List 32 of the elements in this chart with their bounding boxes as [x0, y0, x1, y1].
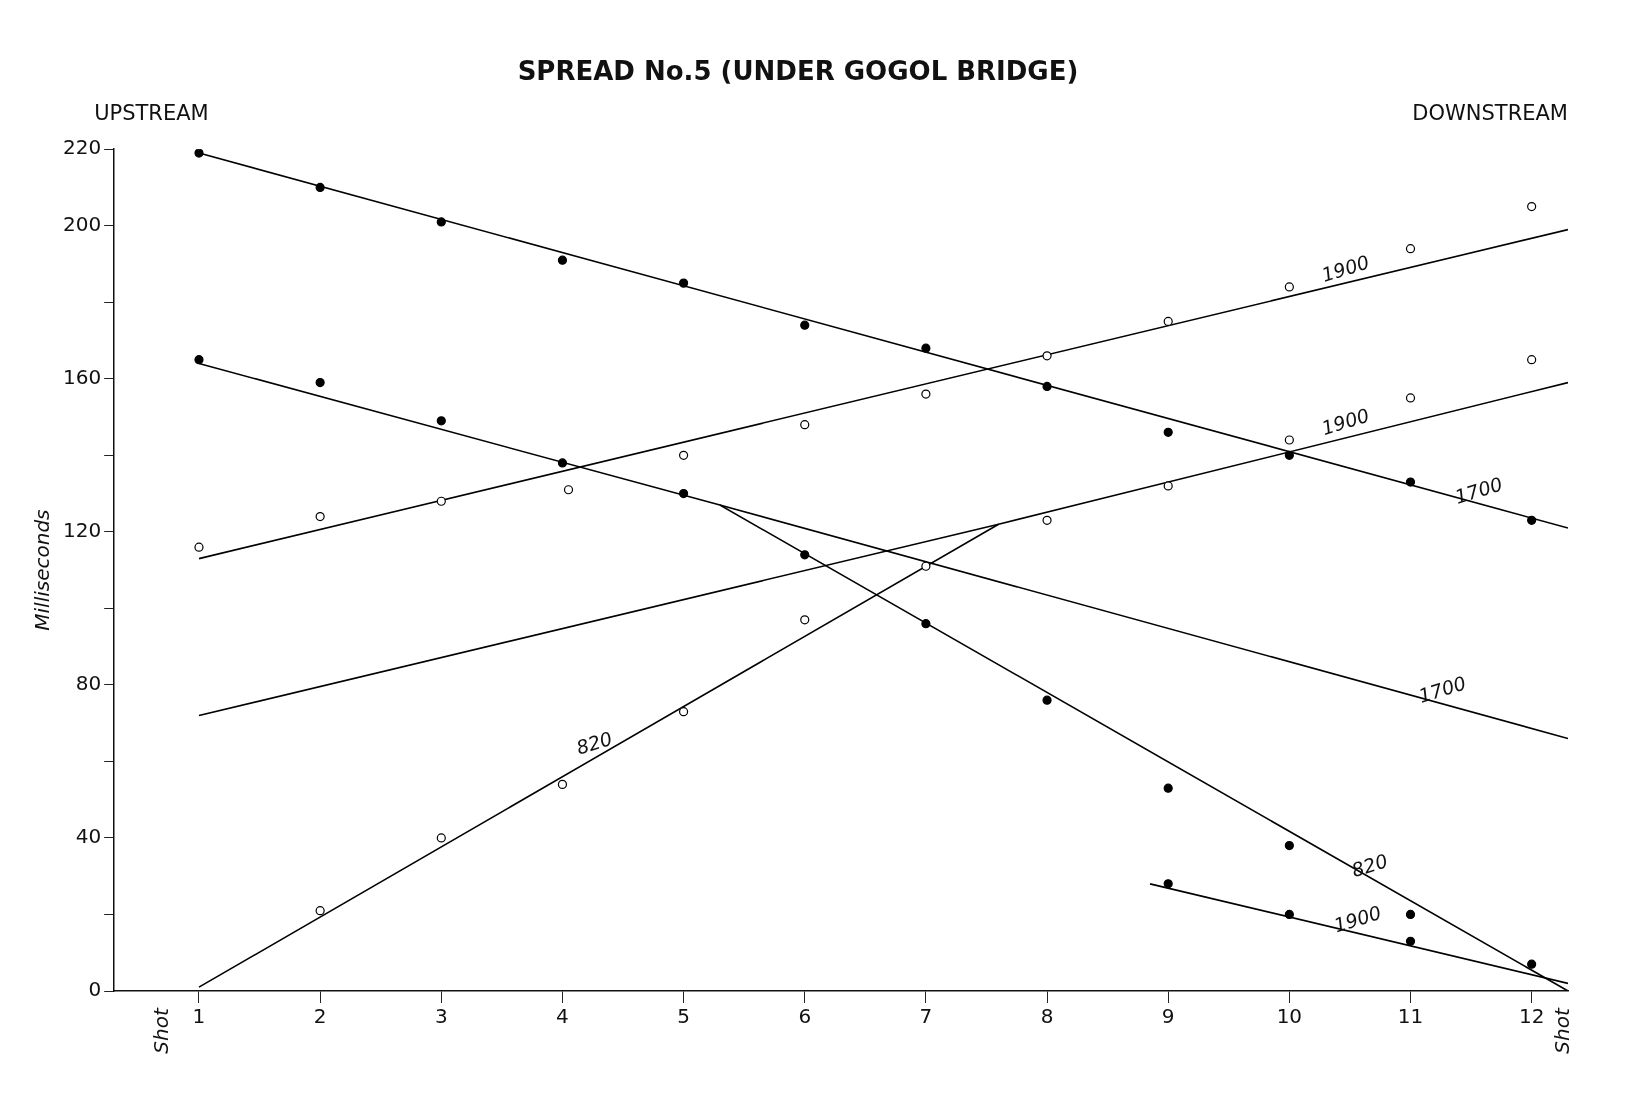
annotation: 1900 [1318, 403, 1372, 439]
y-tick-label: 0 [88, 977, 102, 1002]
y-tick-label: 220 [62, 135, 102, 160]
x-tick-label: 11 [1397, 1004, 1424, 1029]
y-tick-label: 200 [62, 211, 102, 236]
x-tick-label: 9 [1161, 1004, 1175, 1029]
x-tick-label: 7 [919, 1004, 933, 1029]
y-tick-label: 40 [75, 824, 102, 849]
x-tick-label: 2 [313, 1004, 327, 1029]
text: UPSTREAM [94, 101, 209, 126]
annotation: 1900 [1331, 901, 1384, 937]
annotation: 820 [573, 726, 615, 759]
x-tick-label: 4 [556, 1004, 569, 1029]
x-tick-label: 8 [1040, 1004, 1054, 1029]
y-tick-label: 160 [62, 364, 102, 389]
x-tick-label: 1 [192, 1004, 206, 1029]
y-axis-title: Milliseconds [30, 509, 55, 631]
text: Shot [149, 1007, 174, 1054]
x-tick-label: 10 [1276, 1004, 1303, 1029]
text: DOWNSTREAM [1412, 101, 1568, 126]
x-tick-label: 3 [434, 1004, 448, 1029]
text: Shot [1549, 1007, 1574, 1054]
y-tick-label: 120 [62, 518, 102, 543]
x-tick-label: 6 [798, 1004, 812, 1029]
chart-title: SPREAD No.5 (UNDER GOGOL BRIDGE) [517, 56, 1079, 87]
annotation: 1900 [1318, 250, 1372, 286]
y-tick-label: 80 [75, 671, 102, 696]
annotation: 820 [1348, 849, 1391, 882]
annotation: 1700 [1452, 472, 1505, 508]
x-tick-label: 5 [677, 1004, 690, 1029]
annotation: 1700 [1415, 671, 1469, 707]
x-tick-label: 12 [1518, 1004, 1545, 1029]
